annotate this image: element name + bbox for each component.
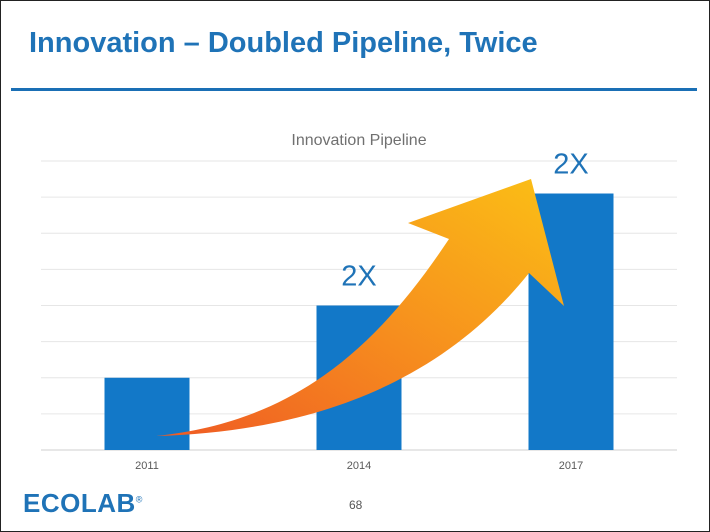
annotation-2017: 2X: [553, 149, 588, 181]
tick-label-2017: 2017: [559, 460, 583, 472]
annotation-2014: 2X: [341, 261, 376, 293]
category-labels: 2011 2014 2017: [135, 460, 583, 472]
page-number: 68: [349, 498, 363, 512]
annotations: 2X 2X: [341, 149, 588, 293]
chart-title: Innovation Pipeline: [291, 132, 426, 149]
ecolab-logo: ECOLAB®: [23, 488, 143, 519]
registered-mark: ®: [135, 494, 143, 505]
tick-label-2014: 2014: [347, 460, 371, 472]
slide-title: Innovation – Doubled Pipeline, Twice: [29, 27, 538, 59]
tick-label-2011: 2011: [135, 460, 159, 472]
growth-arrow-icon: [156, 179, 564, 436]
title-divider: [11, 88, 697, 91]
bar-2011: [104, 377, 190, 450]
logo-text: ECOLAB: [23, 488, 136, 518]
innovation-pipeline-chart: Innovation Pipeline 2011 2014 2017 2X 2X: [41, 132, 677, 472]
